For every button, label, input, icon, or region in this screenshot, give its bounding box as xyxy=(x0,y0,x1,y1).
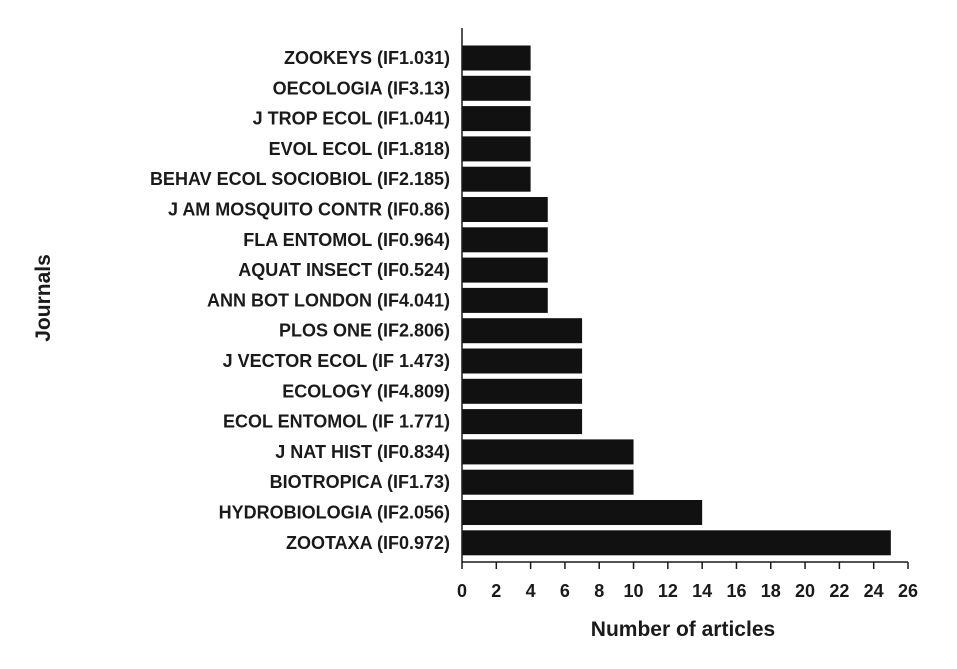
bar xyxy=(462,469,634,495)
x-tick-label: 0 xyxy=(457,581,467,601)
x-tick-label: 8 xyxy=(594,581,604,601)
x-tick-label: 24 xyxy=(864,581,884,601)
category-labels: ZOOKEYS (IF1.031) OECOLOGIA (IF3.13) J TRO… xyxy=(150,48,450,553)
category-label: ECOL ENTOMOL (IF 1.771) xyxy=(223,412,450,432)
bars-group xyxy=(462,45,891,556)
category-label: J VECTOR ECOL (IF 1.473) xyxy=(223,351,450,371)
bar xyxy=(462,166,531,192)
category-label: ANN BOT LONDON (IF4.041) xyxy=(207,290,450,310)
x-tick-label: 6 xyxy=(560,581,570,601)
bar xyxy=(462,409,583,435)
x-axis-title: Number of articles xyxy=(591,618,775,641)
bar xyxy=(462,287,548,313)
x-tick-label: 22 xyxy=(829,581,849,601)
category-label: ZOOTAXA (IF0.972) xyxy=(286,533,450,553)
category-label: ZOOKEYS (IF1.031) xyxy=(284,48,450,68)
category-label: J AM MOSQUITO CONTR (IF0.86) xyxy=(168,200,450,220)
bar xyxy=(462,439,634,465)
category-label: FLA ENTOMOL (IF0.964) xyxy=(243,230,450,250)
x-tick-label: 10 xyxy=(624,581,644,601)
category-label: PLOS ONE (IF2.806) xyxy=(279,321,450,341)
x-tick-label: 4 xyxy=(526,581,536,601)
x-tick-label: 14 xyxy=(692,581,712,601)
category-label: J TROP ECOL (IF1.041) xyxy=(253,109,450,129)
x-tick-label: 16 xyxy=(726,581,746,601)
category-label: BIOTROPICA (IF1.73) xyxy=(270,472,450,492)
x-tick-label: 12 xyxy=(658,581,678,601)
bar xyxy=(462,136,531,162)
bar xyxy=(462,348,583,374)
category-label: BEHAV ECOL SOCIOBIOL (IF2.185) xyxy=(150,169,450,189)
bar xyxy=(462,318,583,344)
category-label: AQUAT INSECT (IF0.524) xyxy=(238,260,450,280)
y-axis-title: Journals xyxy=(32,254,55,342)
bar xyxy=(462,75,531,101)
axes-group xyxy=(461,28,908,563)
bar xyxy=(462,106,531,132)
bar xyxy=(462,257,548,283)
x-ticks-group: 0 2 4 6 8 10 12 14 16 18 20 22 24 26 xyxy=(457,562,918,601)
x-tick-label: 26 xyxy=(898,581,918,601)
category-label: HYDROBIOLOGIA (IF2.056) xyxy=(219,503,450,523)
category-label: EVOL ECOL (IF1.818) xyxy=(269,139,450,159)
bar xyxy=(462,530,891,556)
x-tick-label: 20 xyxy=(795,581,815,601)
category-label: J NAT HIST (IF0.834) xyxy=(275,442,450,462)
bar xyxy=(462,197,548,222)
category-label: ECOLOGY (IF4.809) xyxy=(282,381,450,401)
bar xyxy=(462,378,583,404)
bar xyxy=(462,227,548,253)
bar xyxy=(462,500,703,525)
bar xyxy=(462,45,531,71)
x-tick-label: 2 xyxy=(491,581,501,601)
category-label: OECOLOGIA (IF3.13) xyxy=(273,78,450,98)
x-tick-label: 18 xyxy=(761,581,781,601)
